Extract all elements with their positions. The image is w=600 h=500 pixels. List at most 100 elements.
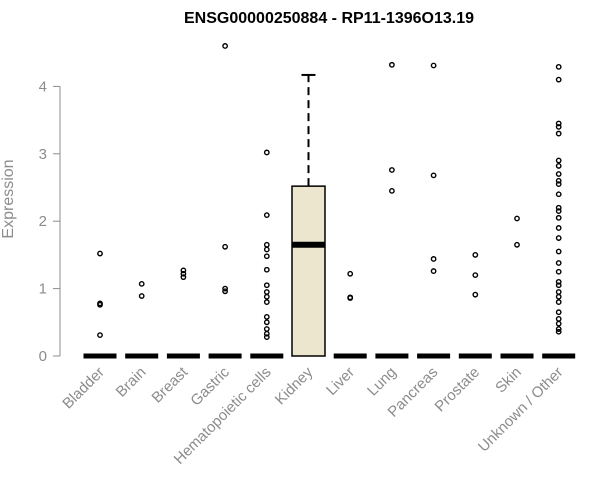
- outlier-point: [555, 181, 562, 188]
- outlier-point: [555, 326, 562, 332]
- outlier-point: [555, 299, 562, 305]
- x-tick-label: Kidney: [272, 363, 317, 408]
- outlier-point: [97, 332, 103, 339]
- box-gastric: [208, 43, 242, 359]
- x-tick-label: Prostate: [432, 364, 484, 416]
- outlier-point: [472, 272, 479, 279]
- iqr-box: [291, 185, 326, 357]
- outlier-point: [555, 130, 562, 137]
- box-liver: [333, 270, 367, 359]
- outlier-point: [514, 215, 520, 222]
- outlier-point: [555, 177, 562, 184]
- outlier-point: [263, 314, 270, 320]
- outlier-point: [555, 120, 562, 127]
- box-bladder: [83, 250, 117, 359]
- box-prostate: [458, 251, 492, 359]
- outlier-point: [388, 61, 395, 68]
- x-tick-label: Skin: [492, 364, 525, 397]
- box-breast: [166, 267, 200, 359]
- outlier-point: [222, 285, 229, 292]
- outlier-point: [97, 250, 103, 257]
- outlier-point: [555, 163, 562, 169]
- outlier-point: [138, 280, 145, 287]
- box-unknown-other: [542, 63, 576, 359]
- outlier-point: [555, 316, 562, 322]
- outlier-point: [555, 260, 562, 266]
- outlier-point: [555, 278, 562, 285]
- outlier-point: [430, 62, 437, 69]
- outlier-point: [222, 243, 229, 250]
- y-tick-label: 2: [39, 213, 47, 230]
- outlier-point: [180, 267, 187, 274]
- outlier-point: [472, 291, 479, 298]
- outlier-point: [263, 299, 270, 305]
- outlier-point: [263, 149, 270, 156]
- y-tick-label: 0: [39, 348, 47, 365]
- outlier-point: [263, 289, 270, 295]
- outlier-point: [555, 208, 562, 214]
- x-tick-label: Breast: [149, 363, 192, 406]
- outlier-point: [555, 293, 562, 300]
- outlier-point: [555, 235, 562, 241]
- outlier-point: [263, 319, 270, 326]
- outlier-point: [555, 225, 562, 231]
- outlier-point: [555, 204, 562, 211]
- plot-area: [83, 43, 576, 359]
- outlier-point: [555, 214, 562, 221]
- outlier-point: [430, 256, 437, 262]
- outlier-point: [347, 295, 354, 301]
- outlier-point: [555, 248, 562, 255]
- outlier-point: [263, 334, 270, 341]
- outlier-point: [388, 167, 395, 173]
- y-axis: 0 1 2 3 4: [39, 78, 61, 365]
- outlier-point: [97, 301, 103, 308]
- outlier-point: [222, 288, 229, 295]
- outlier-point: [430, 268, 437, 274]
- outlier-point: [263, 326, 270, 332]
- outlier-point: [555, 282, 562, 289]
- outlier-point: [263, 282, 270, 289]
- outlier-point: [555, 76, 562, 83]
- outlier-point: [555, 268, 562, 275]
- outlier-point: [430, 172, 437, 179]
- outlier-point: [555, 63, 562, 70]
- outlier-point: [138, 293, 145, 299]
- outlier-point: [263, 266, 270, 273]
- outlier-point: [555, 123, 562, 130]
- x-tick-label: Brain: [113, 364, 150, 401]
- y-tick-label: 3: [39, 146, 47, 163]
- outlier-point: [222, 43, 229, 49]
- outlier-point: [263, 330, 270, 337]
- outlier-point: [263, 246, 270, 253]
- outlier-point: [347, 270, 354, 277]
- box-kidney: [291, 73, 326, 357]
- box-skin: [500, 215, 534, 359]
- x-tick-label: Bladder: [59, 364, 108, 413]
- outlier-point: [555, 157, 562, 164]
- box-brain: [125, 280, 159, 359]
- box-lung: [375, 61, 409, 359]
- x-tick-label: Liver: [323, 364, 358, 399]
- y-axis-label: Expression: [0, 159, 17, 238]
- y-tick-label: 4: [39, 78, 47, 95]
- box-hematopoietic-cells: [250, 149, 284, 359]
- outlier-point: [388, 187, 395, 194]
- outlier-point: [555, 171, 562, 177]
- y-tick-label: 1: [39, 281, 47, 298]
- outlier-point: [263, 253, 270, 260]
- outlier-point: [263, 241, 270, 248]
- outlier-point: [555, 289, 562, 295]
- outlier-point: [555, 320, 562, 327]
- outlier-point: [263, 293, 270, 300]
- outlier-point: [263, 212, 270, 219]
- outlier-point: [555, 328, 562, 335]
- outlier-point: [180, 270, 187, 277]
- outlier-point: [472, 251, 479, 258]
- outlier-point: [555, 309, 562, 316]
- chart-title: ENSG00000250884 - RP11-1396O13.19: [184, 10, 474, 27]
- box-pancreas: [417, 62, 451, 359]
- outlier-point: [514, 241, 520, 248]
- outlier-point: [555, 191, 562, 198]
- outlier-point: [180, 274, 187, 281]
